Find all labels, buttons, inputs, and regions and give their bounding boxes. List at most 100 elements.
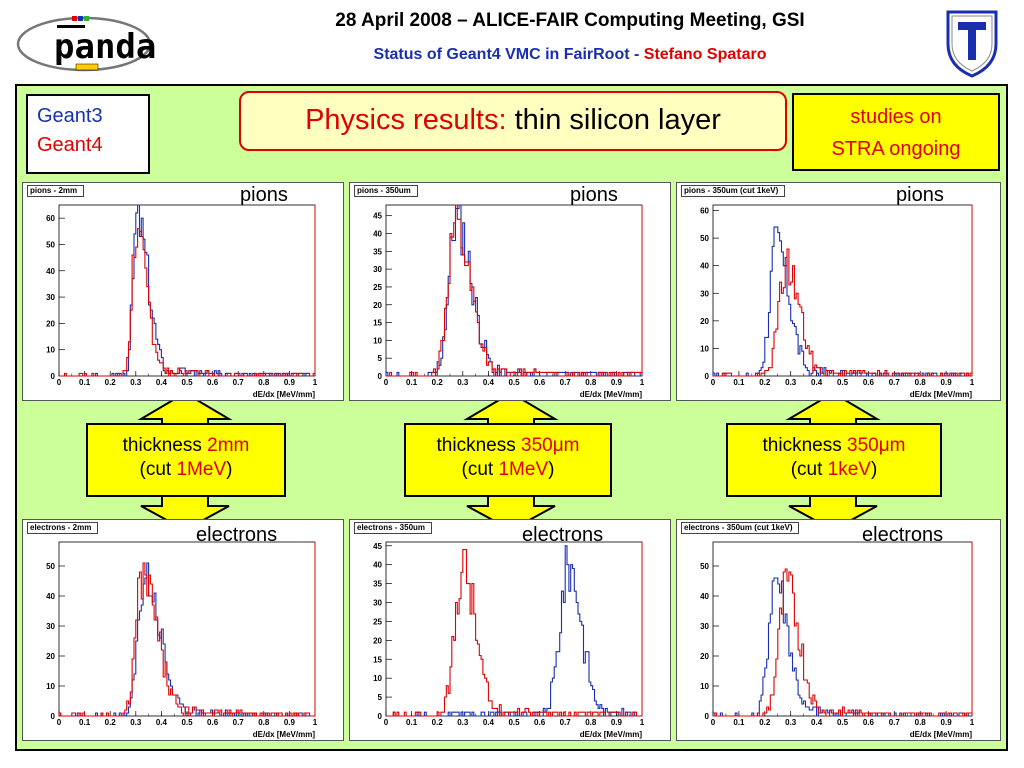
x-tick-label: 0.6 xyxy=(207,718,219,727)
plot-frame xyxy=(712,541,973,717)
plot-svg: 0 0.1 0.2 0.3 0.4 0.5 0.6 0.7 0.8 0.9 105101520253… xyxy=(373,204,645,399)
y-tick-label: 0 xyxy=(378,712,383,721)
y-tick-label: 30 xyxy=(373,599,382,608)
x-tick-label: 0.9 xyxy=(611,378,623,387)
slide-title: 28 April 2008 – ALICE-FAIR Computing Mee… xyxy=(335,10,805,31)
x-tick-label: 0.9 xyxy=(611,718,623,727)
x-tick-label: 0.5 xyxy=(508,378,520,387)
plot-label-pions-2: pions xyxy=(570,184,618,206)
x-tick-label: 0.1 xyxy=(733,378,745,387)
x-tick-label: 0.1 xyxy=(79,378,91,387)
x-tick-label: 0.1 xyxy=(406,378,418,387)
histogram-geant4 xyxy=(386,549,642,717)
legend-geant3: Geant3 xyxy=(37,105,103,127)
histogram-geant3 xyxy=(59,204,315,377)
y-tick-label: 50 xyxy=(46,240,55,249)
y-tick-label: 50 xyxy=(46,562,55,571)
x-tick-label: 0.6 xyxy=(534,378,546,387)
x-tick-label: 1 xyxy=(640,718,645,727)
x-tick-label: 0.5 xyxy=(837,718,849,727)
y-tick-label: 10 xyxy=(700,344,709,353)
plot-svg: 0 0.1 0.2 0.3 0.4 0.5 0.6 0.7 0.8 0.9 101020304050… xyxy=(46,541,318,739)
y-tick-label: 40 xyxy=(46,592,55,601)
x-axis-label: dE/dx [MeV/mm] xyxy=(910,730,973,739)
histogram-geant3 xyxy=(386,545,642,717)
thickness-box-3 xyxy=(726,423,942,497)
x-tick-label: 0.8 xyxy=(258,378,270,387)
y-tick-label: 45 xyxy=(373,212,382,221)
y-tick-label: 30 xyxy=(373,265,382,274)
y-tick-label: 15 xyxy=(373,319,382,328)
x-axis-label: dE/dx [MeV/mm] xyxy=(910,390,973,399)
y-tick-label: 25 xyxy=(373,283,382,292)
histogram-geant4 xyxy=(713,568,973,717)
y-tick-label: 20 xyxy=(373,301,382,310)
x-tick-label: 0.8 xyxy=(585,378,597,387)
x-tick-label: 0.5 xyxy=(181,378,193,387)
x-tick-label: 0.7 xyxy=(889,718,901,727)
histogram-pions-350um: 0 0.1 0.2 0.3 0.4 0.5 0.6 0.7 0.8 0.9 1 0 5 10 15 20 25 3… xyxy=(349,182,671,401)
histogram-geant4 xyxy=(59,228,316,377)
thickness-box-1 xyxy=(86,423,286,497)
histogram-geant4 xyxy=(386,204,643,377)
thickness-box-2 xyxy=(404,423,612,497)
y-tick-label: 60 xyxy=(700,207,709,216)
x-tick-label: 0.3 xyxy=(457,378,469,387)
physics-results-label: Physics results: xyxy=(305,104,507,136)
x-tick-label: 0.2 xyxy=(432,718,444,727)
x-tick-label: 0.9 xyxy=(941,718,953,727)
histogram-geant3 xyxy=(712,577,972,717)
y-tick-label: 50 xyxy=(700,562,709,571)
x-tick-label: 1 xyxy=(970,378,975,387)
histogram-geant3 xyxy=(385,204,643,377)
x-tick-label: 0.7 xyxy=(560,378,572,387)
histogram-electrons-350um: 0 0.1 0.2 0.3 0.4 0.5 0.6 0.7 0.8 0.9 1 0 5 10 15 20 25 3… xyxy=(349,519,671,741)
y-tick-label: 20 xyxy=(373,636,382,645)
y-tick-label: 40 xyxy=(373,561,382,570)
y-tick-label: 10 xyxy=(46,346,55,355)
x-tick-label: 1 xyxy=(313,378,318,387)
y-tick-label: 25 xyxy=(373,617,382,626)
x-tick-label: 0.4 xyxy=(483,378,495,387)
x-tick-label: 0.2 xyxy=(759,378,771,387)
x-tick-label: 0.2 xyxy=(105,378,117,387)
thickness-label-1: thickness 2mm (cut 1MeV) xyxy=(122,435,250,480)
x-tick-label: 0.2 xyxy=(105,718,117,727)
x-tick-label: 0.6 xyxy=(207,378,219,387)
plot-frame xyxy=(385,541,643,717)
y-tick-label: 20 xyxy=(46,652,55,661)
y-tick-label: 60 xyxy=(46,214,55,223)
x-tick-label: 0.6 xyxy=(863,378,875,387)
histogram-geant3 xyxy=(58,562,315,717)
x-tick-label: 0.8 xyxy=(585,718,597,727)
studies-line1: studies on xyxy=(850,106,942,128)
logo-lettering: panda xyxy=(54,27,156,67)
y-tick-label: 20 xyxy=(700,317,709,326)
x-tick-label: 0.5 xyxy=(181,718,193,727)
x-axis-label: dE/dx [MeV/mm] xyxy=(253,390,316,399)
y-tick-label: 45 xyxy=(373,542,382,551)
subtitle-blue: Status of Geant4 VMC in FairRoot - xyxy=(373,46,640,63)
x-tick-label: 0.6 xyxy=(534,718,546,727)
y-tick-label: 10 xyxy=(46,682,55,691)
y-tick-label: 35 xyxy=(373,580,382,589)
plot-label-pions-3: pions xyxy=(896,184,944,206)
x-tick-label: 0 xyxy=(57,718,62,727)
x-tick-label: 0.4 xyxy=(483,718,495,727)
studies-line2: STRA ongoing xyxy=(831,138,961,160)
plot-title: pions - 350um xyxy=(354,185,418,197)
physics-results-topic: thin silicon layer xyxy=(514,104,721,136)
y-tick-label: 20 xyxy=(700,652,709,661)
histogram-geant4 xyxy=(713,248,973,377)
y-tick-label: 0 xyxy=(378,372,383,381)
thickness-label-3: thickness 350μm (cut 1keV) xyxy=(762,435,906,480)
y-tick-label: 5 xyxy=(378,354,383,363)
y-tick-label: 20 xyxy=(46,319,55,328)
x-tick-label: 0.9 xyxy=(941,378,953,387)
histogram-geant4 xyxy=(58,562,315,717)
x-tick-label: 0.9 xyxy=(284,378,296,387)
y-tick-label: 10 xyxy=(700,682,709,691)
y-tick-label: 30 xyxy=(700,289,709,298)
plot-title: electrons - 350um (cut 1keV) xyxy=(681,522,800,534)
y-tick-label: 0 xyxy=(705,712,710,721)
